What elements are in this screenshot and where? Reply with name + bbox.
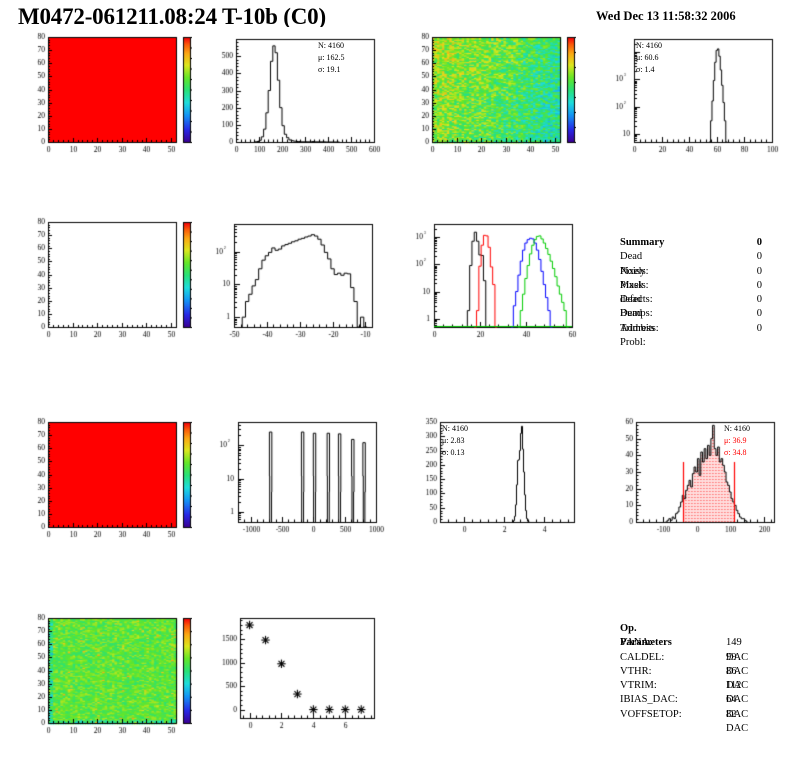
stat-sigma: σ: 1.4 — [636, 65, 655, 74]
stat-n: N: 4160 — [724, 424, 750, 433]
noisy-pixels-label: Noisy Pixels: — [620, 265, 649, 291]
timestamp: Wed Dec 13 11:58:32 2006 — [596, 9, 736, 23]
dead-pixels-value: 0 — [756, 251, 762, 263]
trim-bits-plot[interactable] — [22, 604, 192, 739]
panel-temperature-calibration[interactable]: Temperature calibration — [206, 604, 386, 739]
stat-sigma: σ: 34.8 — [724, 448, 747, 457]
vana-value: 149 DAC — [726, 637, 749, 663]
dead-pixels-label: Dead Pixels: — [620, 251, 649, 277]
pixel-map-plot[interactable] — [22, 27, 192, 157]
address-decoding-plot[interactable] — [22, 408, 192, 543]
caldel-label: CALDEL: — [620, 651, 665, 663]
address-probl-label: Address Probl: — [620, 322, 655, 349]
vcal-threshold-untrimmed-plot[interactable] — [406, 27, 576, 157]
mask-defects-value: 0 — [756, 279, 762, 291]
vcal-threshold-trimmed-plot[interactable] — [606, 27, 781, 157]
vthr-value: 86 DAC — [726, 665, 749, 692]
dead-bumps-label: Dead Bumps: — [620, 294, 653, 320]
vtrim-value: 112 DAC — [726, 680, 749, 706]
stat-mu: μ: 2.83 — [442, 436, 465, 445]
panel-ph-calibration-gain[interactable]: PH Calibration: Gain (ADC/DAC) N: 4160 μ… — [406, 408, 586, 543]
panel-vcal-threshold-trimmed[interactable]: Vcal Threshold Trimmed N: 4160 μ: 60.6 σ… — [606, 27, 781, 157]
voffsetop-label: VOFFSETOP: — [620, 708, 682, 720]
stat-n: N: 4160 — [636, 41, 662, 50]
temperature-calibration-plot[interactable] — [206, 604, 386, 739]
voffsetop-value: 82 DAC — [726, 708, 749, 735]
panel-pixel-map[interactable]: Pixel Map — [22, 27, 192, 157]
dead-trimbits-value: 0 — [756, 308, 762, 320]
noisy-pixels-value: 0 — [756, 265, 762, 277]
panel-trim-bits[interactable]: Trim Bits — [22, 604, 192, 739]
panel-trim-bit-test[interactable]: Trim Bit Test — [406, 212, 581, 342]
panel-address-decoding[interactable]: Address decoding — [22, 408, 192, 543]
trim-bit-test-plot[interactable] — [406, 212, 581, 342]
vtrim-label: VTRIM: — [620, 680, 657, 692]
ibias-dac-label: IBIAS_DAC: — [620, 694, 678, 706]
mask-defects-label: Mask defects: — [620, 279, 653, 306]
page-title: M0472-061211.08:24 T-10b (C0) — [18, 4, 326, 29]
panel-bump-bonding-problems[interactable]: Bump Bonding Problems — [22, 212, 192, 342]
bump-bonding-problems-plot[interactable] — [22, 212, 192, 342]
ph-calibration-pedestal-plot[interactable] — [606, 408, 786, 543]
stat-sigma: σ: 19.1 — [318, 65, 341, 74]
caldel-value: 99 DAC — [726, 651, 749, 677]
panel-vcal-threshold-untrimmed[interactable]: Vcal Threshold Untrimmed — [406, 27, 576, 157]
stat-n: N: 4160 — [318, 41, 344, 50]
dead-trimbits-label: Dead Trimbits: — [620, 308, 659, 334]
summary-heading-value: 0 — [756, 237, 762, 248]
panel-address-levels[interactable]: Address Levels — [206, 408, 386, 543]
panel-scurve-widths[interactable]: S-Curve widths: Noise (e⁻) N: 4160 μ: 16… — [206, 27, 381, 157]
panel-ph-calibration-pedestal[interactable]: PH Calibration: Pedestal (DAC) N: 4160 μ… — [606, 408, 786, 543]
dead-bumps-value: 0 — [756, 294, 762, 306]
scurve-widths-plot[interactable] — [206, 27, 381, 157]
panel-bump-bonding[interactable]: Bump Bonding — [206, 212, 381, 342]
stat-sigma: σ: 0.13 — [442, 448, 465, 457]
vana-label: VANA: — [620, 637, 652, 649]
ph-calibration-gain-plot[interactable] — [406, 408, 586, 543]
vthr-label: VTHR: — [620, 665, 652, 677]
bump-bonding-plot[interactable] — [206, 212, 381, 342]
address-probl-value: 0 — [756, 322, 762, 334]
stat-mu: μ: 60.6 — [636, 53, 659, 62]
ibias-dac-value: 64 DAC — [726, 694, 749, 720]
stat-mu: μ: 36.9 — [724, 436, 747, 445]
op-parameters-heading: Op. Parameters — [620, 623, 672, 649]
address-levels-plot[interactable] — [206, 408, 386, 543]
stat-mu: μ: 162.5 — [318, 53, 345, 62]
stat-n: N: 4160 — [442, 424, 468, 433]
summary-heading: Summary — [620, 237, 665, 248]
